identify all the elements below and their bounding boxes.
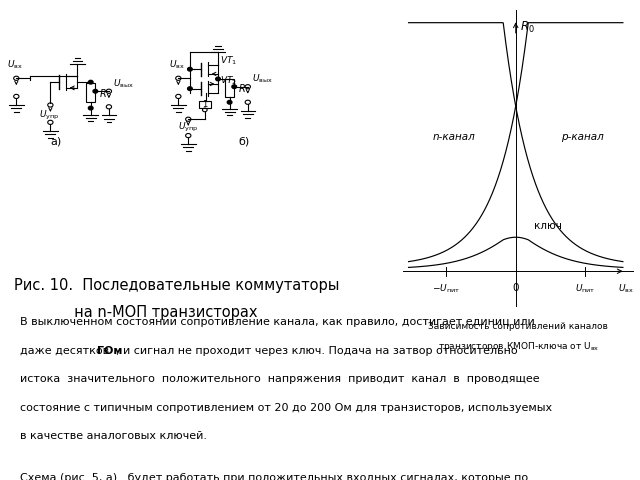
Text: транзисторов КМОП-ключа от U$_{\rm вх}$: транзисторов КМОП-ключа от U$_{\rm вх}$ [438, 340, 599, 353]
Bar [86, 84, 95, 102]
Text: $U_{\rm вых}$: $U_{\rm вых}$ [252, 72, 273, 85]
Circle shape [88, 80, 93, 84]
Text: состояние с типичным сопротивлением от 20 до 200 Ом для транзисторов, используем: состояние с типичным сопротивлением от 2… [20, 403, 552, 413]
Text: $U_{\rm вых}$: $U_{\rm вых}$ [113, 77, 134, 90]
Text: 0: 0 [513, 283, 519, 293]
Circle shape [93, 89, 98, 93]
Text: $VT_1$: $VT_1$ [220, 55, 237, 67]
Text: , и сигнал не проходит через ключ. Подача на затвор относительно: , и сигнал не проходит через ключ. Подач… [116, 346, 517, 356]
Text: $R_0$: $R_0$ [520, 19, 535, 35]
Circle shape [88, 106, 93, 110]
Text: а): а) [51, 136, 61, 146]
Text: Зависимость сопротивлений каналов: Зависимость сопротивлений каналов [428, 322, 609, 331]
Text: $U_{\rm упр}$: $U_{\rm упр}$ [38, 108, 59, 121]
Circle shape [216, 77, 220, 81]
Text: б): б) [239, 136, 250, 146]
Bar [199, 101, 211, 108]
Text: даже десятков: даже десятков [20, 346, 113, 356]
Bar [225, 79, 234, 97]
Text: $U_{\rm упр}$: $U_{\rm упр}$ [178, 120, 198, 133]
Text: n-канал: n-канал [433, 132, 476, 143]
Text: истока  значительного  положительного  напряжения  приводит  канал  в  проводяще: истока значительного положительного напр… [20, 374, 540, 384]
Text: $VT_2$: $VT_2$ [220, 75, 237, 87]
Text: $-U_{\rm пит}$: $-U_{\rm пит}$ [432, 283, 460, 296]
Text: ГОм: ГОм [97, 346, 122, 356]
Text: $U_{\rm вх}$: $U_{\rm вх}$ [618, 283, 634, 296]
Text: $U_{\rm вх}$: $U_{\rm вх}$ [7, 59, 23, 72]
Text: ключ: ключ [534, 221, 563, 231]
Text: Рис. 10.  Последовательные коммутаторы: Рис. 10. Последовательные коммутаторы [14, 278, 340, 293]
Circle shape [232, 85, 237, 88]
Text: $R$: $R$ [237, 82, 245, 94]
Text: на n-МОП транзисторах: на n-МОП транзисторах [14, 305, 258, 321]
Circle shape [227, 100, 232, 104]
Circle shape [188, 87, 192, 90]
Text: в качестве аналоговых ключей.: в качестве аналоговых ключей. [20, 432, 207, 441]
Circle shape [188, 67, 192, 71]
Text: 1: 1 [202, 100, 207, 109]
Text: $R$: $R$ [99, 86, 106, 98]
Text: $U_{\rm пит}$: $U_{\rm пит}$ [575, 283, 596, 296]
Text: Схема (рис. 5, а)   будет работать при положительных входных сигналах, которые п: Схема (рис. 5, а) будет работать при пол… [20, 473, 529, 480]
Text: $U_{\rm вх}$: $U_{\rm вх}$ [169, 59, 185, 72]
Text: p-канал: p-канал [561, 132, 604, 143]
Text: В выключенном состоянии сопротивление канала, как правило, достигает единиц или: В выключенном состоянии сопротивление ка… [20, 317, 535, 327]
